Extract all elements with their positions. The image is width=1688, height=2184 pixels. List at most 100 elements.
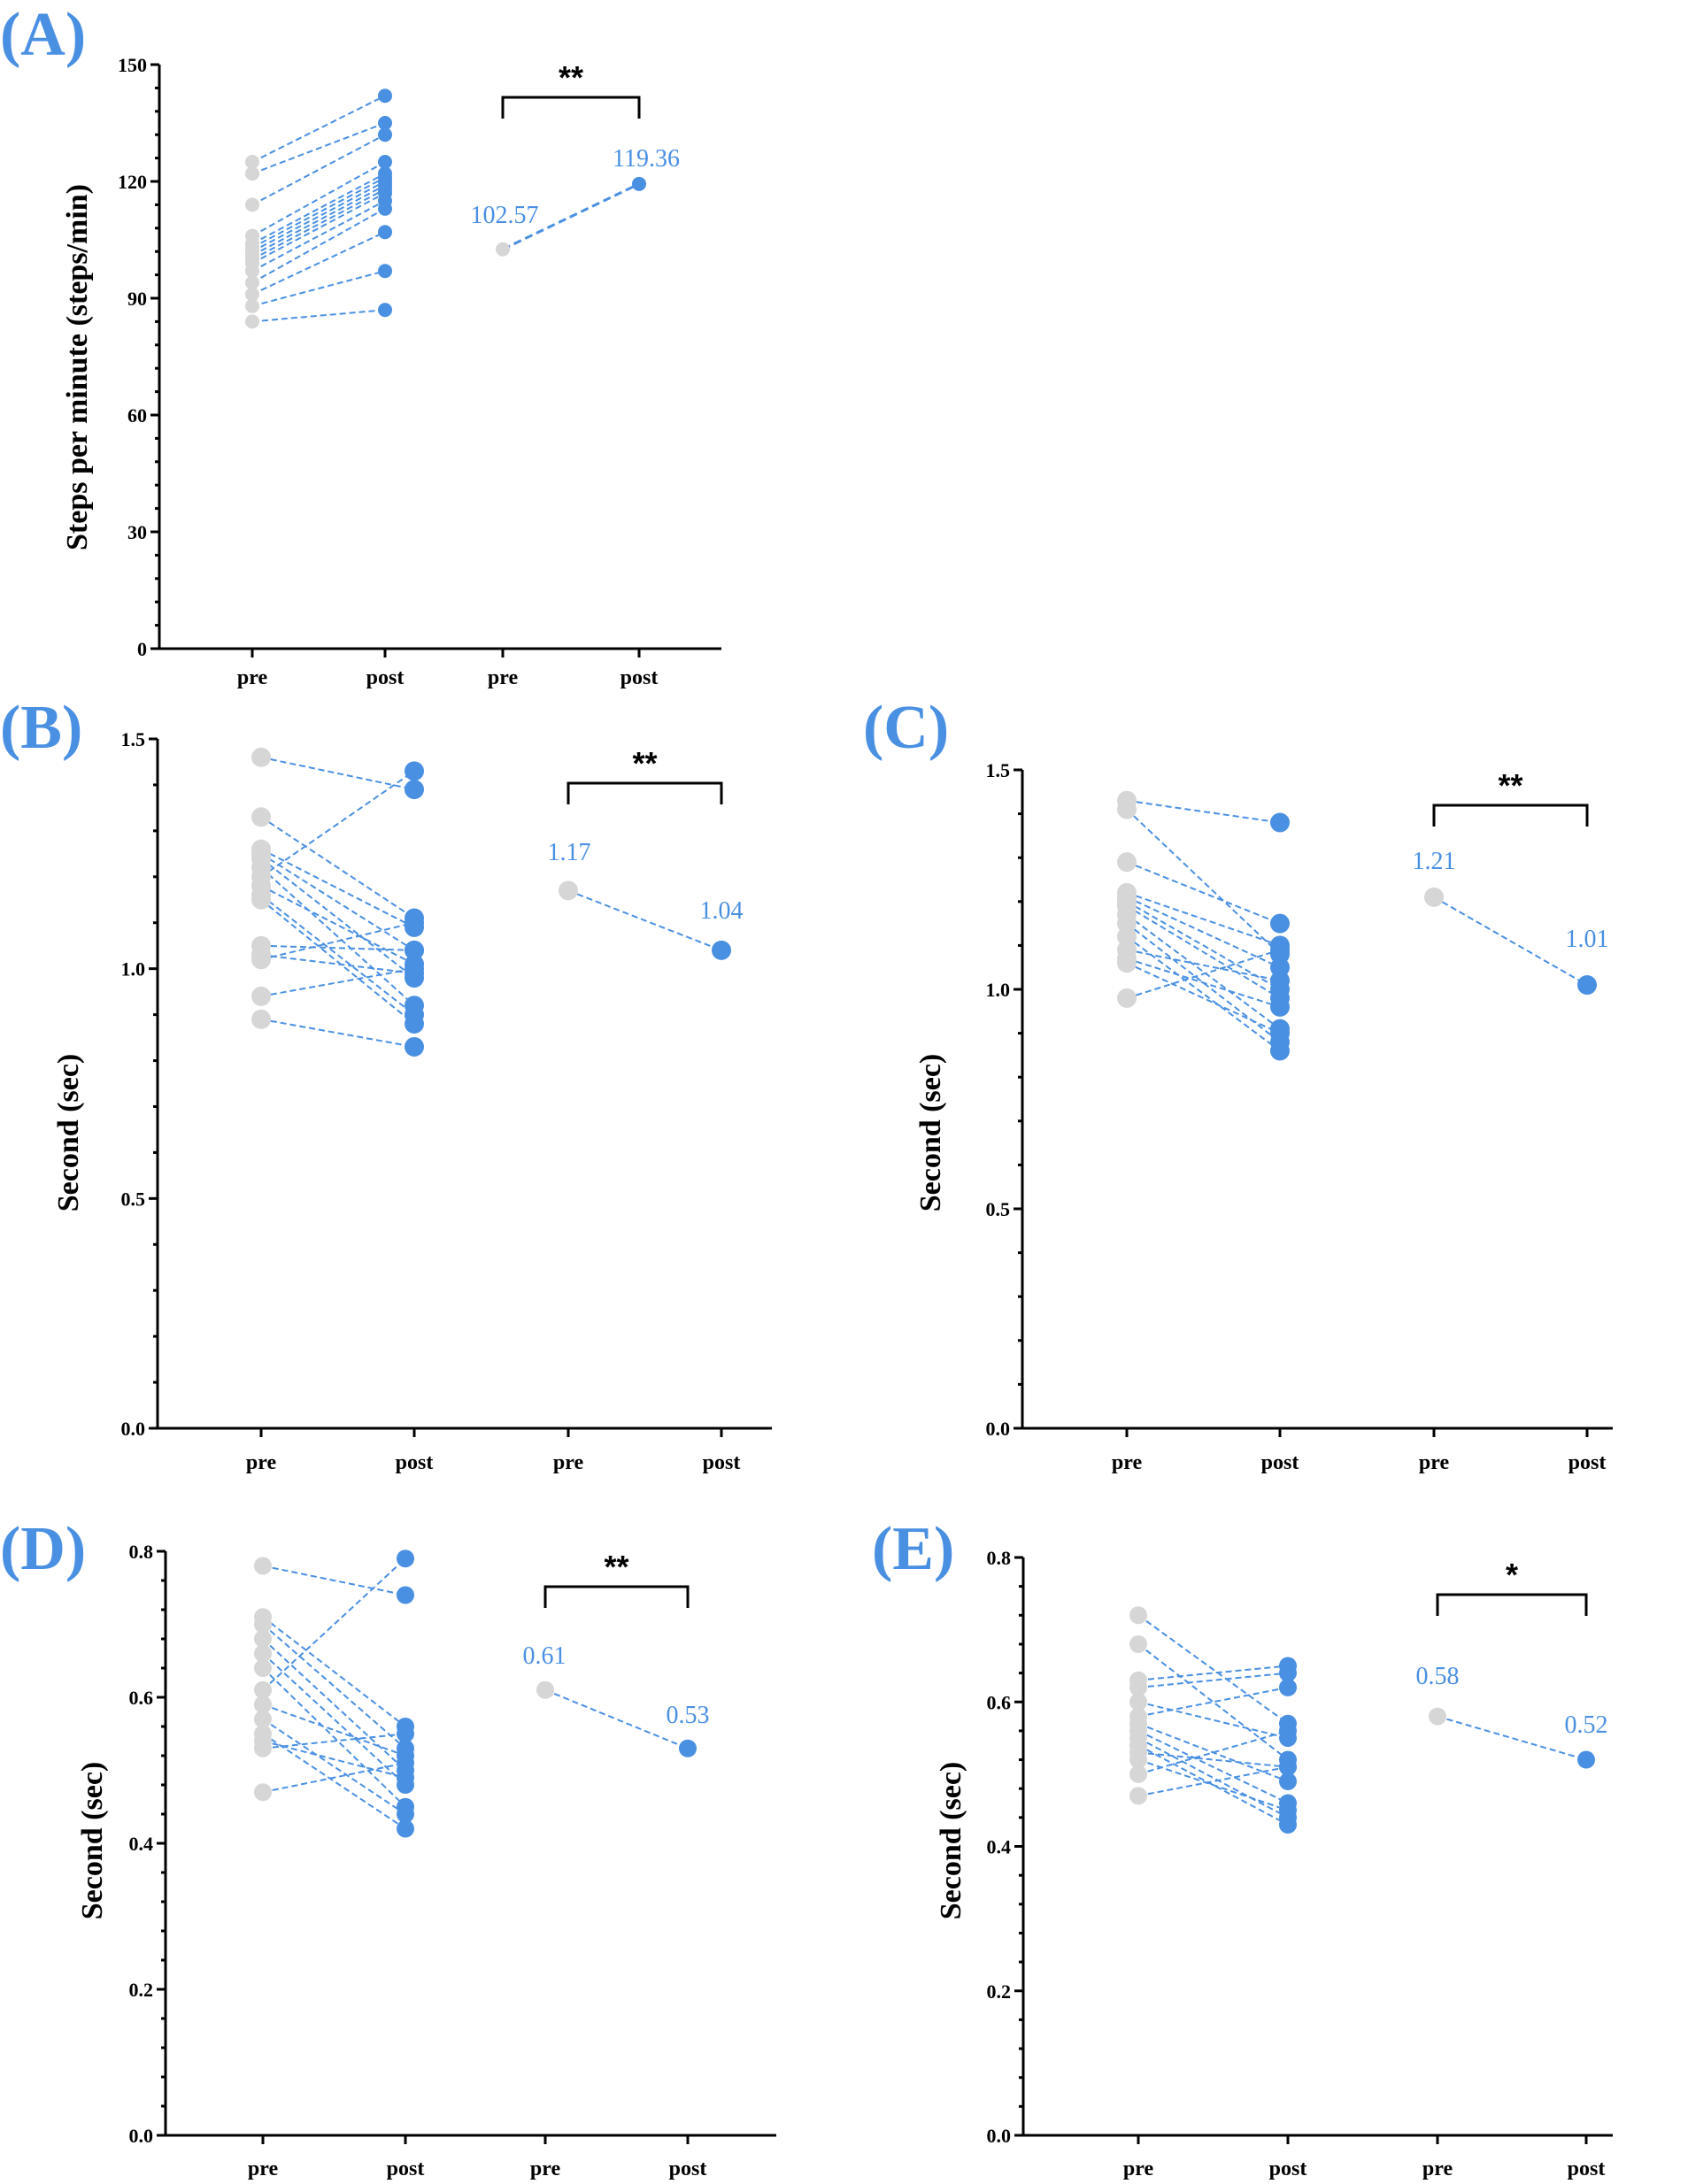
pre-point [1129,1765,1147,1783]
pair-line [251,188,386,260]
y-tick-label: 0.4 [987,1836,1012,1858]
post-point [405,940,424,960]
post-point [1279,1801,1297,1819]
pair-line [262,1616,406,1727]
pair-line [262,1762,406,1794]
pair-line [262,1667,406,1808]
pair-line [1126,896,1281,969]
y-tick-label: 120 [118,171,147,193]
pair-line [260,852,415,951]
y-tick-label: 0.8 [987,1547,1012,1569]
post-point [378,116,392,130]
pre-point [254,1783,272,1802]
pair-line [262,1703,406,1757]
pair-line [1137,1751,1289,1768]
significance-marker: ** [1498,767,1522,804]
post-point [1279,1816,1297,1834]
pre-point [245,166,259,181]
post-point [397,1754,414,1773]
pre-point [254,1696,272,1714]
post-point [378,127,392,142]
pre-point [251,1009,271,1029]
pair-line [1137,1672,1289,1688]
pair-line [251,270,386,307]
post-point [397,1768,414,1787]
pair-line [1126,891,1281,947]
pair-line [260,944,415,951]
pair-line [1126,861,1281,925]
pre-point [251,747,271,767]
pair-line [1137,1758,1289,1811]
pre-point [254,1630,272,1648]
y-tick-label: 0.5 [121,1188,146,1210]
mean-line [1433,896,1588,986]
y-tick-label: 150 [118,54,147,76]
post-point [1270,1041,1290,1061]
pair-line [262,1652,406,1786]
pair-line [1126,949,1281,999]
post-point [405,1036,424,1057]
post-point [405,1013,424,1034]
pre-point [245,314,259,329]
pre-point [1129,1693,1147,1711]
mean-post-label: 0.53 [667,1702,710,1729]
post-point [397,1725,414,1743]
mean-post-label: 119.36 [613,145,680,173]
y-tick-label: 0.0 [121,1418,146,1440]
significance-bracket [543,1585,690,1608]
pre-point [1117,852,1137,873]
post-point [1279,1678,1297,1696]
x-category-label: pre [237,666,268,689]
pair-line [1137,1765,1289,1797]
x-category-label: post [366,666,405,689]
y-tick-label: 1.0 [986,979,1011,1001]
pre-point [251,950,271,970]
pair-line [251,200,386,273]
mean-post-point [712,940,731,960]
x-category-label: pre [246,1451,277,1474]
pre-point [245,155,259,169]
pair-line [1137,1701,1289,1740]
y-tick-label: 1.5 [986,759,1011,781]
pair-line [251,134,386,206]
pair-line [1126,808,1281,956]
x-category-label: pre [248,2157,279,2180]
mean-pre-label: 0.58 [1416,1663,1460,1690]
pair-line [1137,1729,1289,1804]
pair-line [262,1565,406,1596]
x-category-label: post [669,2157,707,2180]
x-category-label: pre [1419,1451,1450,1474]
post-point [405,912,424,933]
y-tick-label: 0.4 [129,1833,154,1855]
pair-line [1126,935,1281,1052]
x-category-label: post [703,1451,741,1474]
pre-point [245,197,259,212]
y-axis-label: Second (sec) [914,1054,947,1211]
post-point [378,166,392,181]
y-tick-label: 1.0 [121,958,146,980]
significance-marker: ** [632,745,657,781]
mean-pre-point [496,242,510,257]
pair-line [1126,799,1281,824]
pair-line [262,1740,406,1779]
panel-e: (E) Second (sec) 0.0 0.2 0.4 0.6 0.8 pre post pre… [872,1515,1613,2180]
pair-line [1137,1737,1289,1819]
mean-line [567,889,722,951]
mean-post-point [632,176,646,191]
y-axis-label: Steps per minute (steps/min) [61,184,94,550]
pair-line [1137,1614,1289,1725]
pre-point [1129,1678,1147,1696]
panel-a: (A) Steps per minute (steps/min) 0 30 60 90 12… [0,1,721,689]
x-category-label: post [387,2157,425,2180]
pair-line [1126,913,1281,1030]
x-category-label: post [620,666,659,689]
post-point [378,303,392,318]
post-point [1279,1773,1297,1791]
pair-line [251,207,386,284]
x-category-label: post [396,1451,434,1474]
pair-line [260,898,415,1025]
pre-point [1117,799,1137,819]
pair-line [1126,949,1281,982]
pair-line [251,95,386,163]
pre-point [1117,988,1137,1008]
